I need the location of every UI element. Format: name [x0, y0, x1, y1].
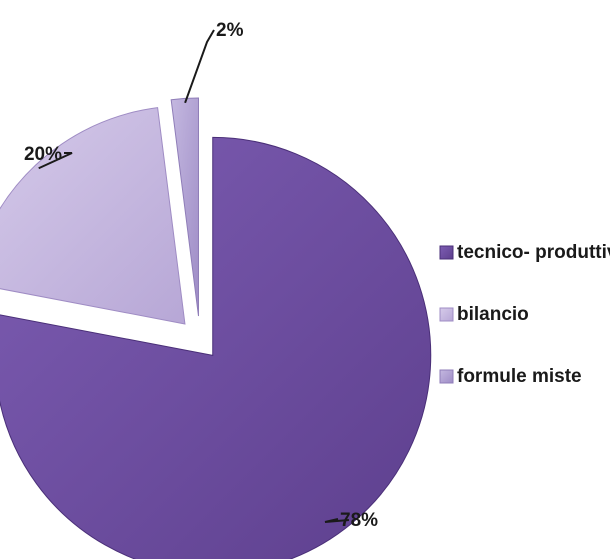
- legend-swatch-tecnico-produttivi: [439, 245, 454, 260]
- data-label-tecnico-produttivi: 78%: [340, 510, 378, 531]
- legend-label-tecnico-produttivi: tecnico- produttivi: [457, 242, 610, 263]
- legend-item-bilancio: bilancio: [439, 304, 529, 325]
- leader-line-tecnico-produttivi: [324, 518, 350, 523]
- pie-slice-formule-miste: [170, 97, 199, 317]
- leader-line-formule-miste: [184, 29, 215, 104]
- legend-swatch-bilancio: [439, 307, 454, 322]
- leader-line-bilancio: [38, 152, 73, 170]
- legend-swatch-formule-miste: [439, 369, 454, 384]
- legend-item-tecnico-produttivi: tecnico- produttivi: [439, 242, 610, 263]
- legend-item-formule-miste: formule miste: [439, 366, 582, 387]
- legend-label-bilancio: bilancio: [457, 304, 529, 325]
- pie-slice-bilancio: [0, 107, 186, 325]
- legend: tecnico- produttivi bilancio formule miste: [439, 242, 610, 387]
- data-label-formule-miste: 2%: [216, 20, 244, 41]
- legend-label-formule-miste: formule miste: [457, 366, 582, 387]
- data-label-bilancio: 20%: [24, 144, 62, 165]
- pie-slice-tecnico-produttivi: [0, 136, 432, 559]
